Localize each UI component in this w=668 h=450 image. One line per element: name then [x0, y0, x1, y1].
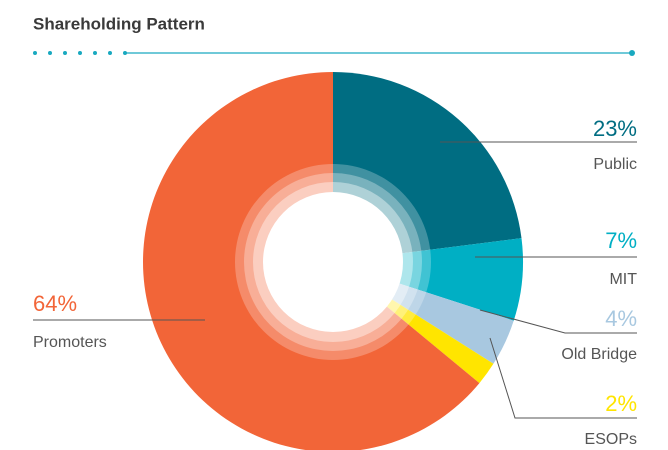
category-label: MIT [609, 271, 637, 288]
category-label: ESOPs [585, 431, 637, 448]
value-label: 7% [605, 228, 637, 253]
donut-hole-ring [263, 192, 403, 332]
category-label: Promoters [33, 334, 107, 351]
value-label: 2% [605, 391, 637, 416]
leader-line [479, 309, 637, 334]
value-label: 23% [593, 116, 637, 141]
value-label: 4% [605, 306, 637, 331]
title-divider [33, 50, 635, 56]
leader-line [489, 337, 637, 419]
category-label: Public [593, 156, 637, 173]
chart-title: Shareholding Pattern [33, 14, 205, 33]
value-label: 64% [33, 291, 77, 316]
category-label: Old Bridge [561, 346, 637, 363]
